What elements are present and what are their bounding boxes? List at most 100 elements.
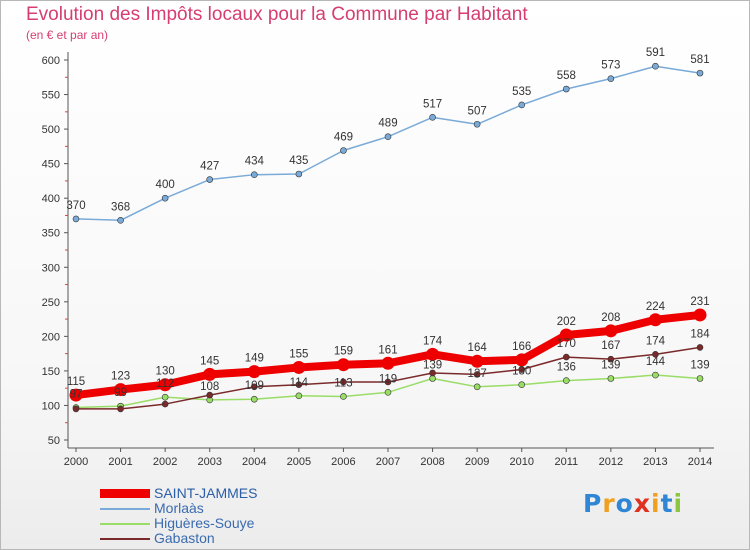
x-tick-label: 2004 [242, 456, 266, 468]
point-morla-s [562, 85, 570, 93]
logo-letter: x [633, 489, 651, 518]
x-tick-label: 2010 [509, 456, 533, 468]
data-label-higu-res-souye: 139 [423, 360, 442, 372]
point-higu-res-souye [518, 381, 526, 389]
point-higu-res-souye [696, 375, 704, 382]
data-label-morla-s: 591 [646, 47, 665, 59]
point-higu-res-souye [250, 395, 258, 403]
x-tick-label: 2000 [64, 456, 88, 468]
point-gabaston [518, 366, 526, 373]
data-label-morla-s: 517 [423, 98, 442, 110]
data-label-morla-s: 434 [245, 156, 265, 168]
point-gabaston [652, 351, 659, 358]
y-tick-label: 500 [42, 124, 60, 136]
point-gabaston [384, 378, 392, 386]
axes: 50 100 150 200 250 300 350 400 450 500 550 600 2000 2… [42, 52, 714, 468]
data-label-higu-res-souye: 144 [646, 356, 666, 368]
point-saint-jammes [69, 388, 83, 402]
chart-subtitle: (en € et par an) [26, 28, 109, 42]
point-saint-jammes [247, 365, 261, 379]
data-label-morla-s: 507 [468, 105, 487, 117]
data-label-saint-jammes: 161 [378, 344, 397, 356]
data-label-saint-jammes: 164 [468, 342, 488, 354]
point-gabaston [117, 405, 124, 413]
point-morla-s [250, 171, 258, 178]
data-label-higu-res-souye: 136 [557, 362, 576, 374]
point-morla-s [429, 114, 436, 121]
point-higu-res-souye [161, 393, 169, 401]
data-label-morla-s: 469 [334, 132, 353, 144]
point-gabaston [607, 355, 615, 363]
y-tick-label: 300 [42, 262, 60, 274]
data-label-higu-res-souye: 139 [601, 360, 620, 372]
x-tick-label: 2003 [197, 456, 221, 468]
data-label-higu-res-souye: 97 [70, 389, 83, 401]
legend-label: SAINT-JAMMES [154, 485, 258, 501]
data-label-morla-s: 427 [200, 161, 219, 173]
point-gabaston [206, 391, 214, 399]
data-label-morla-s: 489 [378, 118, 397, 130]
logo-letter: P [583, 489, 603, 518]
x-tick-label: 2006 [331, 456, 355, 468]
point-saint-jammes [292, 360, 306, 374]
data-label-saint-jammes: 174 [423, 335, 443, 347]
y-tick-label: 600 [42, 55, 60, 67]
logo-letter: r [602, 489, 616, 518]
data-label-morla-s: 558 [557, 70, 576, 82]
point-morla-s [340, 147, 347, 154]
data-label-saint-jammes: 149 [245, 353, 264, 365]
logo-letter: i [651, 489, 661, 518]
legend-label: Gabaston [154, 530, 215, 546]
point-saint-jammes [158, 378, 172, 392]
point-gabaston [340, 378, 347, 386]
x-tick-label: 2013 [643, 456, 667, 468]
point-saint-jammes [426, 347, 440, 361]
point-saint-jammes [515, 353, 529, 367]
data-label-gabaston: 167 [601, 340, 620, 352]
point-morla-s [518, 101, 526, 109]
logo-letter: o [615, 489, 634, 518]
data-label-higu-res-souye: 109 [245, 380, 264, 392]
data-label-morla-s: 370 [66, 200, 85, 212]
x-tick-label: 2011 [554, 456, 578, 468]
y-tick-label: 400 [42, 193, 60, 205]
point-morla-s [72, 215, 80, 223]
data-label-gabaston: 174 [646, 335, 666, 347]
point-higu-res-souye [652, 371, 659, 379]
y-tick-label: 250 [42, 297, 60, 309]
point-gabaston [161, 400, 169, 408]
point-saint-jammes [470, 354, 484, 368]
data-label-morla-s: 368 [111, 201, 130, 213]
point-saint-jammes [336, 358, 350, 372]
data-label-higu-res-souye: 112 [156, 378, 174, 390]
point-saint-jammes [604, 324, 618, 338]
y-tick-label: 350 [42, 228, 60, 240]
point-morla-s [206, 176, 214, 183]
y-tick-label: 200 [42, 331, 60, 343]
point-morla-s [473, 120, 481, 128]
legend-swatch [100, 523, 150, 525]
x-tick-label: 2012 [599, 456, 623, 468]
data-label-higu-res-souye: 114 [290, 377, 309, 389]
data-label-higu-res-souye: 119 [379, 373, 397, 385]
data-label-saint-jammes: 231 [690, 296, 709, 308]
data-label-higu-res-souye: 130 [512, 366, 531, 378]
data-label-higu-res-souye: 108 [200, 381, 219, 393]
point-morla-s [161, 194, 169, 202]
legend-swatch [100, 489, 150, 498]
data-label-morla-s: 581 [690, 54, 709, 66]
point-gabaston [72, 405, 80, 413]
proxiti-logo: Proxiti [583, 489, 683, 518]
series-line-morla-s [75, 65, 701, 222]
point-higu-res-souye [384, 389, 392, 396]
point-gabaston [696, 344, 704, 351]
x-tick-label: 2002 [153, 456, 177, 468]
data-label-saint-jammes: 166 [512, 341, 531, 353]
x-tick-label: 2014 [688, 456, 712, 468]
data-label-morla-s: 400 [156, 179, 175, 191]
logo-letter: i [673, 489, 684, 518]
data-label-saint-jammes: 115 [67, 376, 85, 388]
point-morla-s [696, 69, 704, 77]
legend-swatch [100, 538, 150, 540]
point-gabaston [562, 353, 570, 361]
